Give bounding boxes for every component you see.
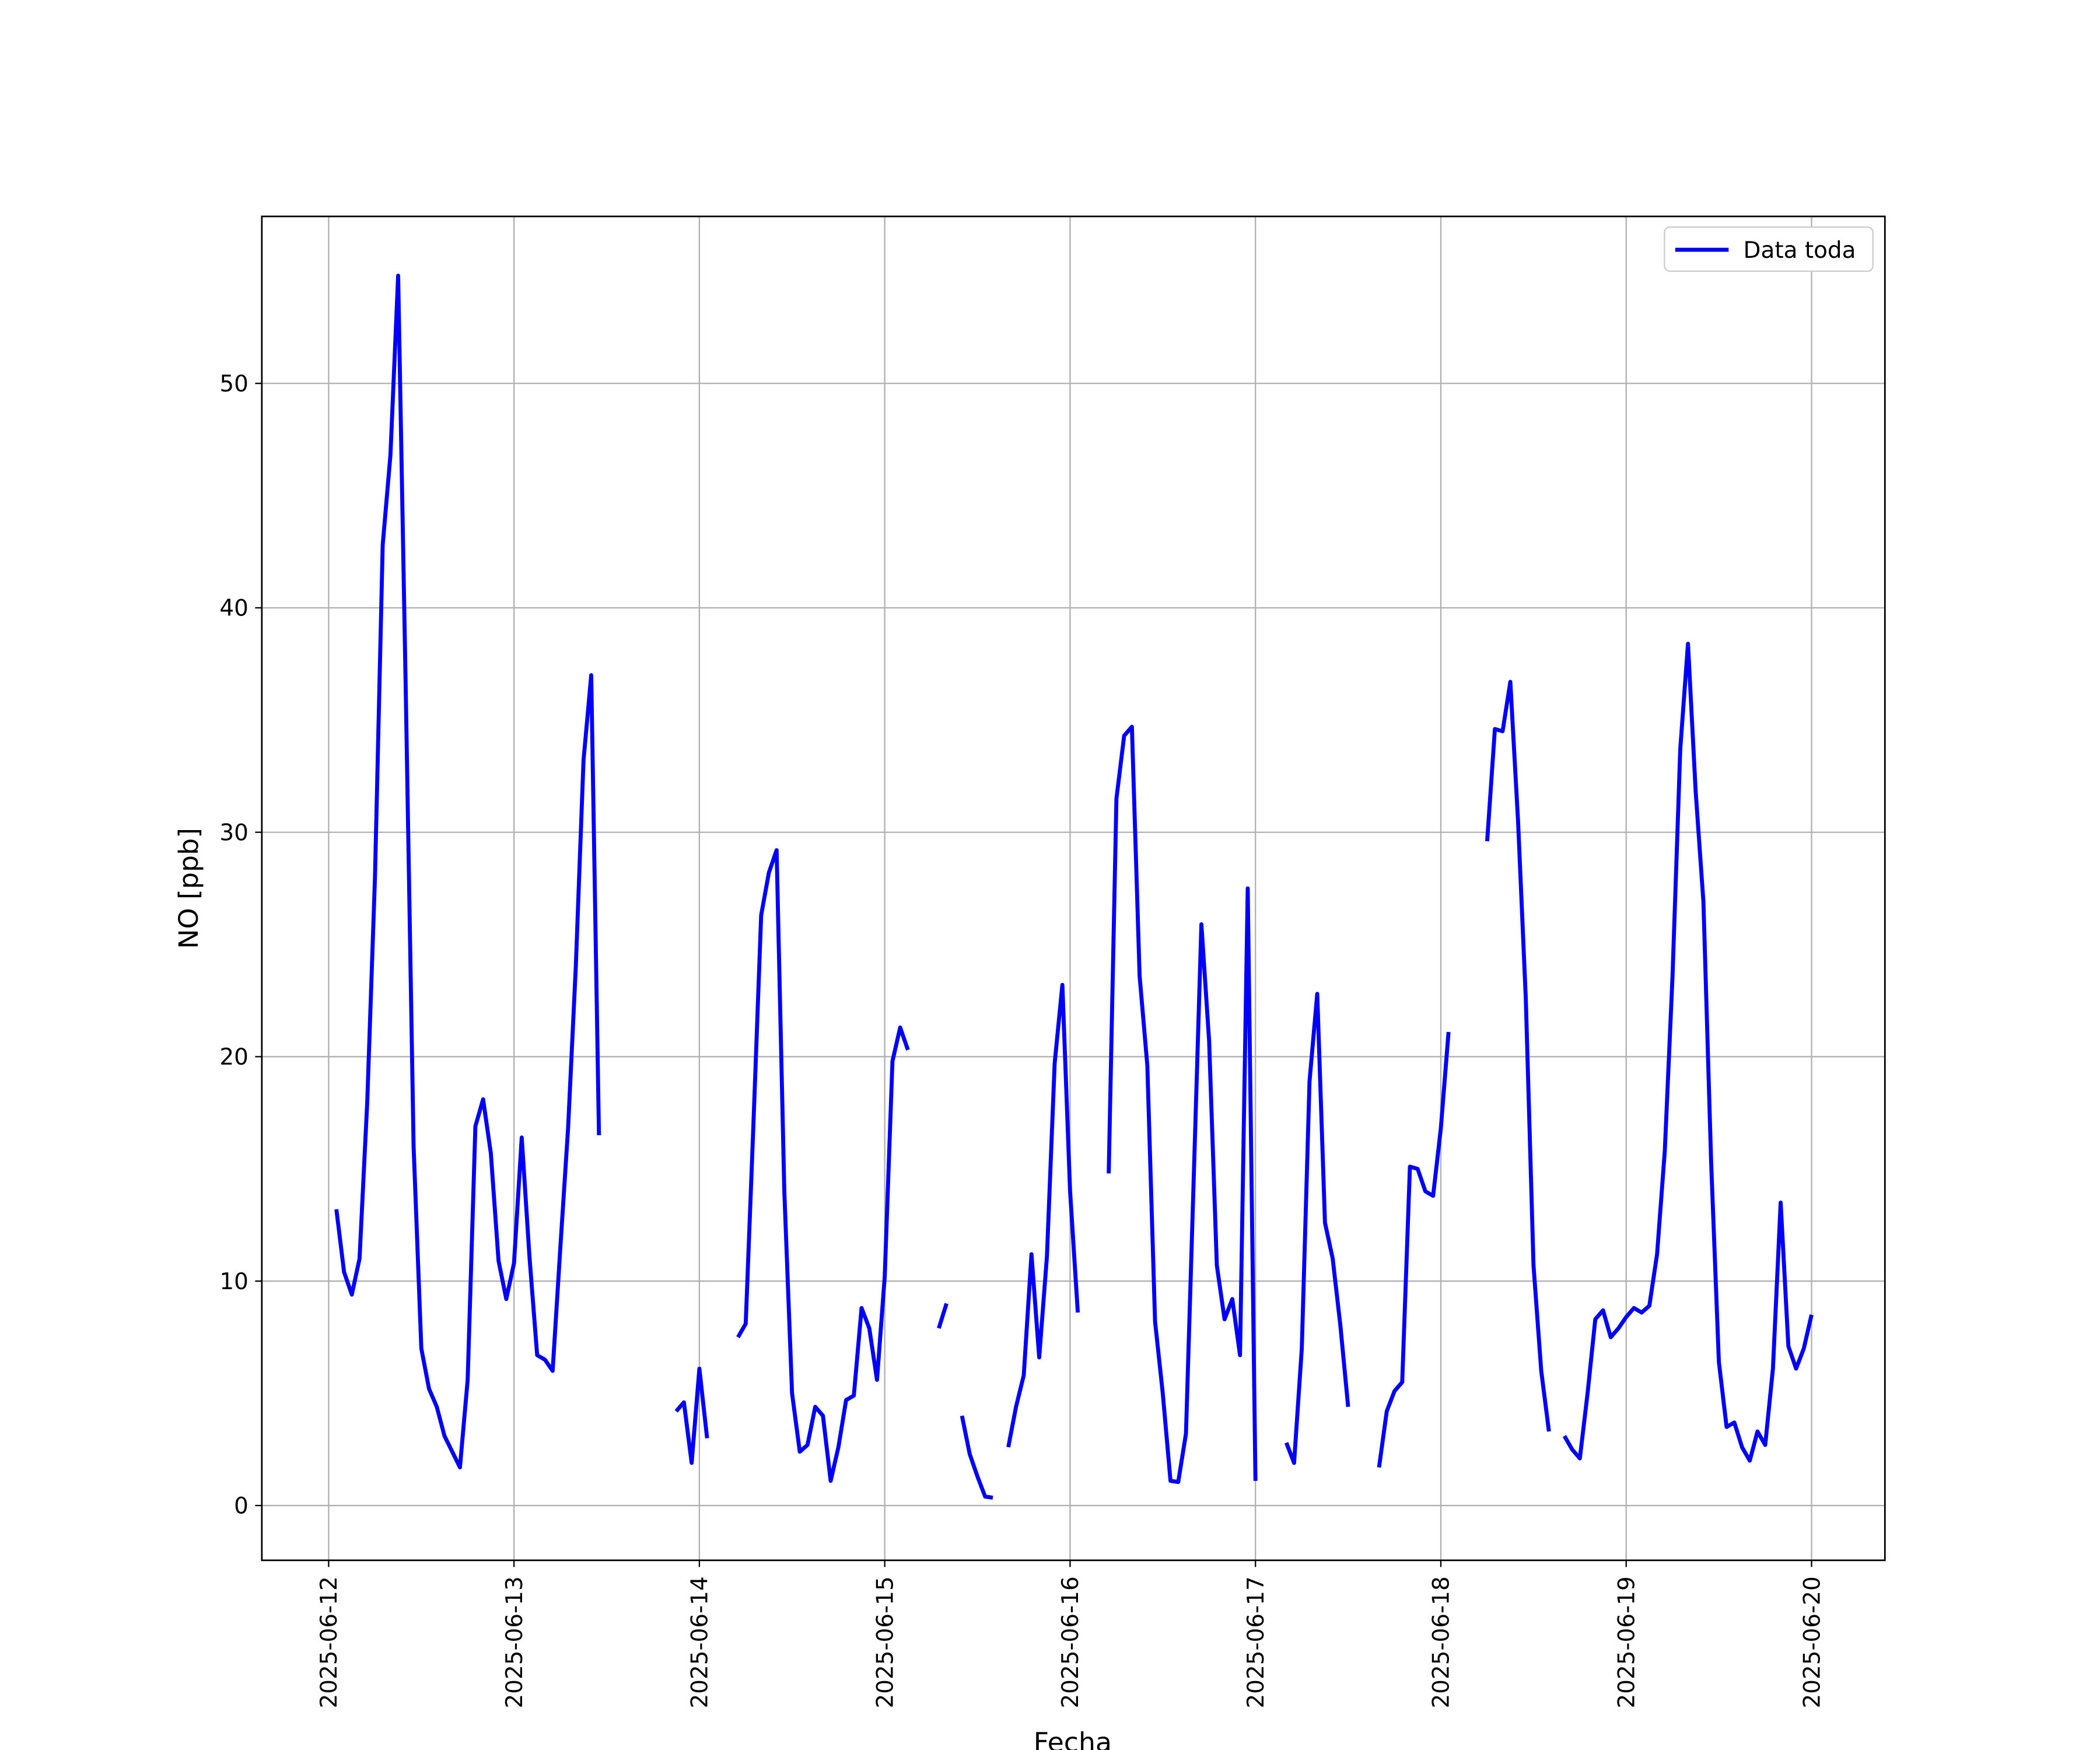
x-tick-label: 2025-06-12	[316, 1576, 342, 1708]
x-tick-label: 2025-06-13	[502, 1576, 528, 1708]
data-line	[1485, 680, 1551, 1432]
data-line	[1107, 724, 1258, 1484]
data-line	[1006, 982, 1080, 1448]
y-tick-label: 20	[219, 1044, 249, 1070]
data-line	[960, 1415, 993, 1500]
x-tick-label: 2025-06-15	[872, 1576, 898, 1708]
y-tick-label: 50	[219, 371, 249, 397]
x-tick-label: 2025-06-18	[1429, 1576, 1455, 1708]
x-tick-label: 2025-06-17	[1243, 1576, 1269, 1708]
y-axis-label: NO [ppb]	[173, 828, 204, 949]
y-tick-label: 10	[219, 1269, 249, 1295]
data-line	[674, 1366, 709, 1465]
x-tick-label: 2025-06-14	[687, 1576, 713, 1708]
data-line	[1377, 1031, 1451, 1468]
data-line	[1562, 642, 1814, 1463]
x-tick-label: 2025-06-16	[1058, 1576, 1084, 1708]
y-tick-label: 30	[219, 820, 249, 846]
y-tick-label: 0	[234, 1493, 249, 1520]
data-line	[334, 274, 601, 1469]
x-tick-label: 2025-06-19	[1614, 1576, 1640, 1708]
legend-label: Data toda	[1744, 237, 1856, 264]
data-line	[937, 1303, 949, 1329]
legend-box	[1664, 226, 1874, 272]
plot-frame	[261, 215, 1886, 1562]
x-axis-label: Fecha	[1034, 1726, 1112, 1750]
data-line	[1284, 992, 1350, 1465]
data-line	[736, 848, 910, 1483]
y-tick-label: 40	[219, 596, 249, 622]
x-tick-label: 2025-06-20	[1799, 1576, 1825, 1708]
